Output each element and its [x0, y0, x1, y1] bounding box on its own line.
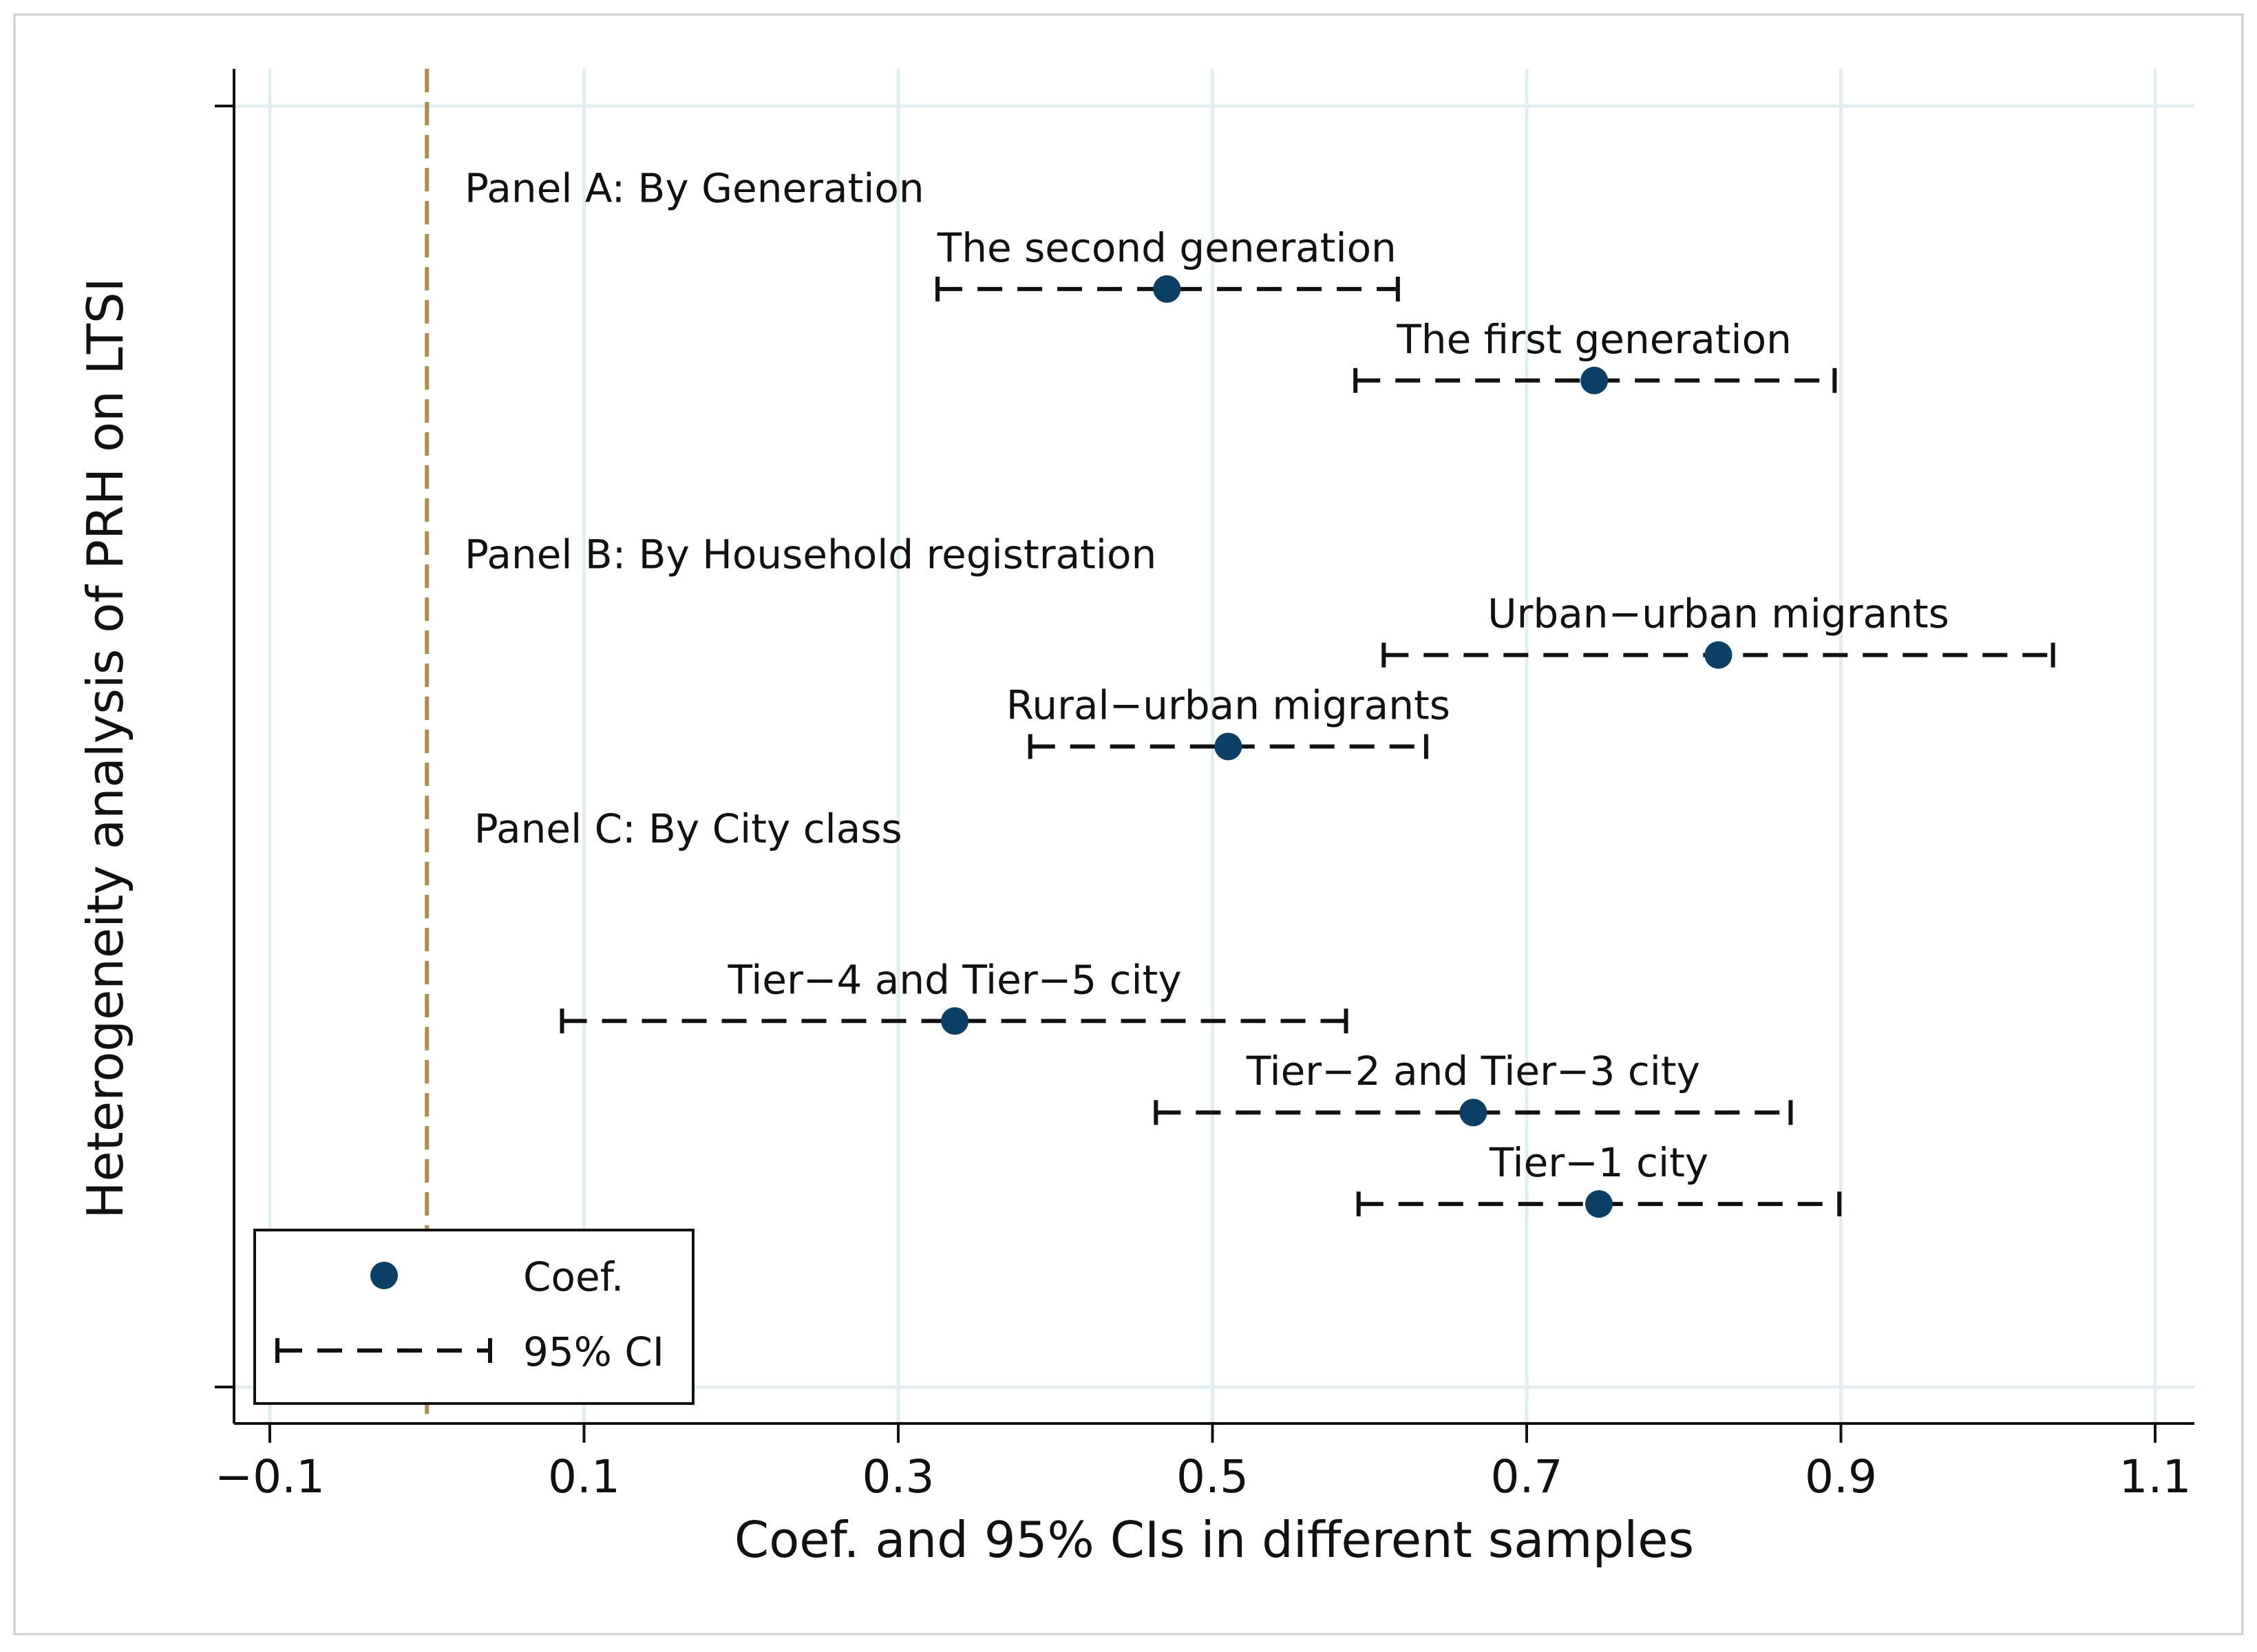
x-axis-title: Coef. and 95% CIs in different samples: [734, 1511, 1694, 1569]
x-tick-label: −0.1: [215, 1450, 325, 1503]
coef-marker: [941, 1007, 969, 1035]
x-tick-label: 1.1: [2119, 1450, 2192, 1503]
coef-point-group: Tier−1 city: [1356, 1139, 1842, 1218]
point-label: Tier−4 and Tier−5 city: [728, 956, 1182, 1003]
point-label: Tier−2 and Tier−3 city: [1246, 1048, 1700, 1094]
point-label: Tier−1 city: [1489, 1139, 1708, 1186]
panel-header: Panel C: By City class: [474, 805, 902, 852]
coef-point-group: Tier−4 and Tier−5 city: [560, 956, 1348, 1035]
axes: −0.1 0.1 0.3 0.5 0.7 0.9 1.1: [215, 69, 2194, 1503]
data-points: The second generation The first generatio…: [560, 224, 2055, 1218]
x-tick-label: 0.1: [548, 1450, 620, 1503]
legend-box: [253, 1229, 695, 1405]
coef-marker: [1585, 1190, 1613, 1218]
x-tick-label: 0.3: [862, 1450, 935, 1503]
coef-marker: [1459, 1099, 1487, 1127]
coef-point-group: The second generation: [935, 224, 1400, 303]
coef-marker: [1153, 275, 1181, 303]
legend-label-ci: 95% CI: [523, 1328, 664, 1375]
legend-marker-circle: [370, 1262, 398, 1289]
panel-headers: Panel A: By Generation Panel B: By Househ…: [465, 165, 1156, 852]
x-tick-label: 0.5: [1176, 1450, 1249, 1503]
coef-marker: [1214, 732, 1242, 761]
coef-marker: [1580, 366, 1609, 394]
panel-header: Panel B: By Household registration: [465, 531, 1156, 578]
point-label: Rural−urban migrants: [1006, 682, 1450, 729]
coef-point-group: The first generation: [1353, 316, 1837, 394]
point-label: Urban−urban migrants: [1487, 591, 1949, 637]
coef-point-group: Rural−urban migrants: [1006, 682, 1450, 761]
coef-point-group: Urban−urban migrants: [1381, 591, 2055, 669]
point-label: The second generation: [937, 224, 1397, 271]
coef-marker: [1704, 641, 1733, 669]
point-label: The first generation: [1396, 316, 1792, 363]
x-tick-label: 0.9: [1805, 1450, 1877, 1503]
y-axis-title: Heterogeneity analysis of PRH on LTSI: [76, 277, 134, 1219]
coef-point-group: Tier−2 and Tier−3 city: [1154, 1048, 1793, 1127]
legend: Coef. 95% CI: [253, 1229, 695, 1405]
panel-header: Panel A: By Generation: [465, 165, 924, 212]
legend-label-coef: Coef.: [523, 1253, 624, 1300]
x-tick-label: 0.7: [1491, 1450, 1563, 1503]
